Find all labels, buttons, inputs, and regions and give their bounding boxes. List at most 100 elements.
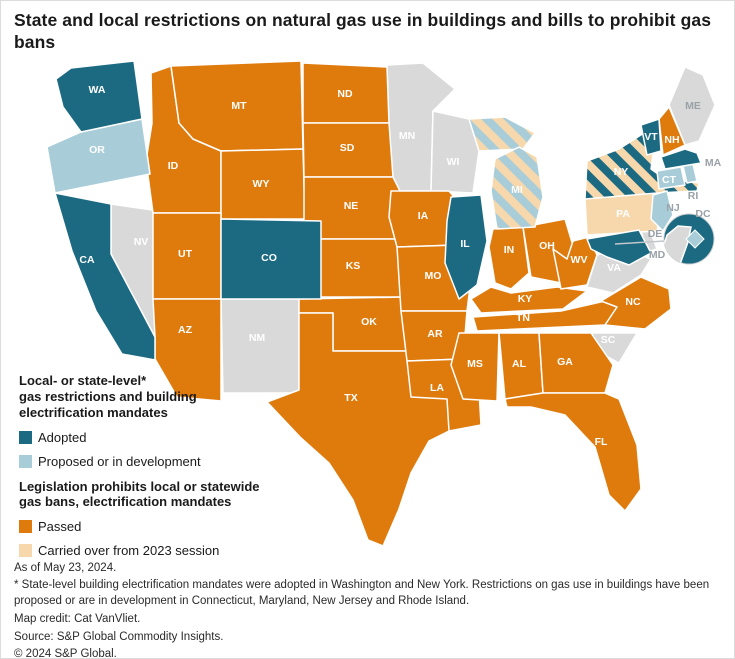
state-label-oh: OH <box>539 240 555 252</box>
legend-item-carried: Carried over from 2023 session <box>19 543 299 558</box>
state-label-il: IL <box>460 238 470 250</box>
state-label-in: IN <box>504 244 515 256</box>
state-wi <box>430 110 480 194</box>
state-mi <box>490 146 544 230</box>
state-or <box>46 118 151 194</box>
legend-title-line: gas bans, electrification mandates <box>19 494 232 510</box>
state-label-la: LA <box>430 382 444 394</box>
state-label-sd: SD <box>340 142 355 154</box>
state-label-ia: IA <box>418 210 429 222</box>
legend-group2-title: Legislation prohibits local or statewide… <box>19 479 299 511</box>
states-layer <box>46 60 716 547</box>
state-label-nc: NC <box>625 296 641 308</box>
state-label-az: AZ <box>178 324 193 336</box>
state-wa <box>55 60 143 133</box>
state-nh <box>658 106 686 156</box>
adopted-swatch <box>19 430 32 444</box>
passed-swatch <box>19 520 32 534</box>
state-label-vt: VT <box>644 131 658 143</box>
state-label-wa: WA <box>89 84 106 96</box>
state-label-ok: OK <box>361 316 377 328</box>
state-vt <box>640 118 662 156</box>
state-label-tn: TN <box>516 312 530 324</box>
state-label-va: VA <box>607 262 621 274</box>
state-label-mo: MO <box>425 270 442 282</box>
state-label-mn: MN <box>399 130 415 142</box>
state-co <box>220 218 322 300</box>
dc-callout: DC <box>614 208 715 265</box>
state-label-md: MD <box>649 249 666 261</box>
legend-title-line: Legislation prohibits local or statewide <box>19 478 260 494</box>
state-ma <box>660 148 702 170</box>
state-label-id: ID <box>168 160 179 172</box>
legend-item-passed: Passed <box>19 519 299 534</box>
footnote: * State-level building electrification m… <box>14 579 710 607</box>
proposed-swatch <box>19 454 32 468</box>
state-mi <box>468 116 536 152</box>
legend-title-line: gas restrictions and building <box>19 388 197 404</box>
dc-district-shape <box>685 229 705 249</box>
state-label-al: AL <box>512 358 527 370</box>
state-label-ct: CT <box>662 174 677 186</box>
state-il <box>444 194 488 300</box>
state-nc <box>600 276 672 330</box>
state-label-ri: RI <box>688 190 699 202</box>
dc-label: DC <box>695 208 711 220</box>
state-label-wy: WY <box>253 178 270 190</box>
state-label-ar: AR <box>427 328 443 340</box>
as-of-date: As of May 23, 2024. <box>14 562 117 574</box>
state-label-nv: NV <box>134 236 149 248</box>
legend-title-line: Local- or state-level* <box>19 373 147 388</box>
legend: Local- or state-level* gas restrictions … <box>19 373 299 558</box>
us-map: NV NM MN WI VA SC ME DE ID MT WY UT AZ ND SD NE KS OK TX IA… <box>46 60 722 547</box>
state-label-me: ME <box>685 100 701 112</box>
legend-item-label: Proposed or in development <box>38 453 201 469</box>
legend-group1-title: Local- or state-level* gas restrictions … <box>19 373 299 421</box>
state-label-wi: WI <box>447 156 460 168</box>
state-label-nj: NJ <box>666 202 680 214</box>
state-label-ca: CA <box>79 254 95 266</box>
state-label-nd: ND <box>337 88 353 100</box>
legend-item-label: Carried over from 2023 session <box>38 543 220 559</box>
state-label-co: CO <box>261 252 277 264</box>
legend-title-line: electrification mandates <box>19 404 168 420</box>
state-label-ks: KS <box>346 260 361 272</box>
copyright-line: © 2024 S&P Global. <box>14 648 117 659</box>
state-ca <box>54 192 156 361</box>
state-in <box>488 226 530 290</box>
dc-callout-line <box>614 240 666 245</box>
state-label-ma: MA <box>705 157 722 169</box>
state-label-ny: NY <box>614 166 629 178</box>
source-line: Source: S&P Global Commodity Insights. <box>14 630 224 643</box>
state-label-mi: MI <box>511 184 523 196</box>
state-fl <box>504 392 642 512</box>
state-label-ms: MS <box>467 358 483 370</box>
legend-item-label: Adopted <box>38 429 87 445</box>
legend-item-adopted: Adopted <box>19 430 299 445</box>
state-labels-layer: NV NM MN WI VA SC ME DE ID MT WY UT AZ ND SD NE KS OK TX IA… <box>79 84 721 448</box>
state-label-de: DE <box>648 228 663 240</box>
state-label-pa: PA <box>616 208 630 220</box>
state-label-ut: UT <box>178 248 193 260</box>
state-md <box>586 229 652 266</box>
state-label-ne: NE <box>344 200 359 212</box>
state-ri <box>682 163 698 184</box>
state-label-sc: SC <box>601 334 616 346</box>
state-ms <box>450 332 500 402</box>
legend-item-proposed: Proposed or in development <box>19 454 299 469</box>
state-label-tx: TX <box>344 392 357 404</box>
state-label-ky: KY <box>518 293 533 305</box>
state-tx <box>266 312 454 547</box>
state-label-fl: FL <box>595 436 608 448</box>
state-label-wv: WV <box>571 254 588 266</box>
legend-item-label: Passed <box>38 519 82 535</box>
state-label-nh: NH <box>664 134 679 146</box>
state-ky <box>470 286 588 314</box>
map-credit: Map credit: Cat VanVliet. <box>14 613 141 626</box>
state-label-or: OR <box>89 144 105 156</box>
carried-swatch <box>19 544 32 558</box>
footer: As of May 23, 2024. * State-level buildi… <box>14 561 726 659</box>
state-label-nm: NM <box>249 332 266 344</box>
state-label-ga: GA <box>557 356 573 368</box>
